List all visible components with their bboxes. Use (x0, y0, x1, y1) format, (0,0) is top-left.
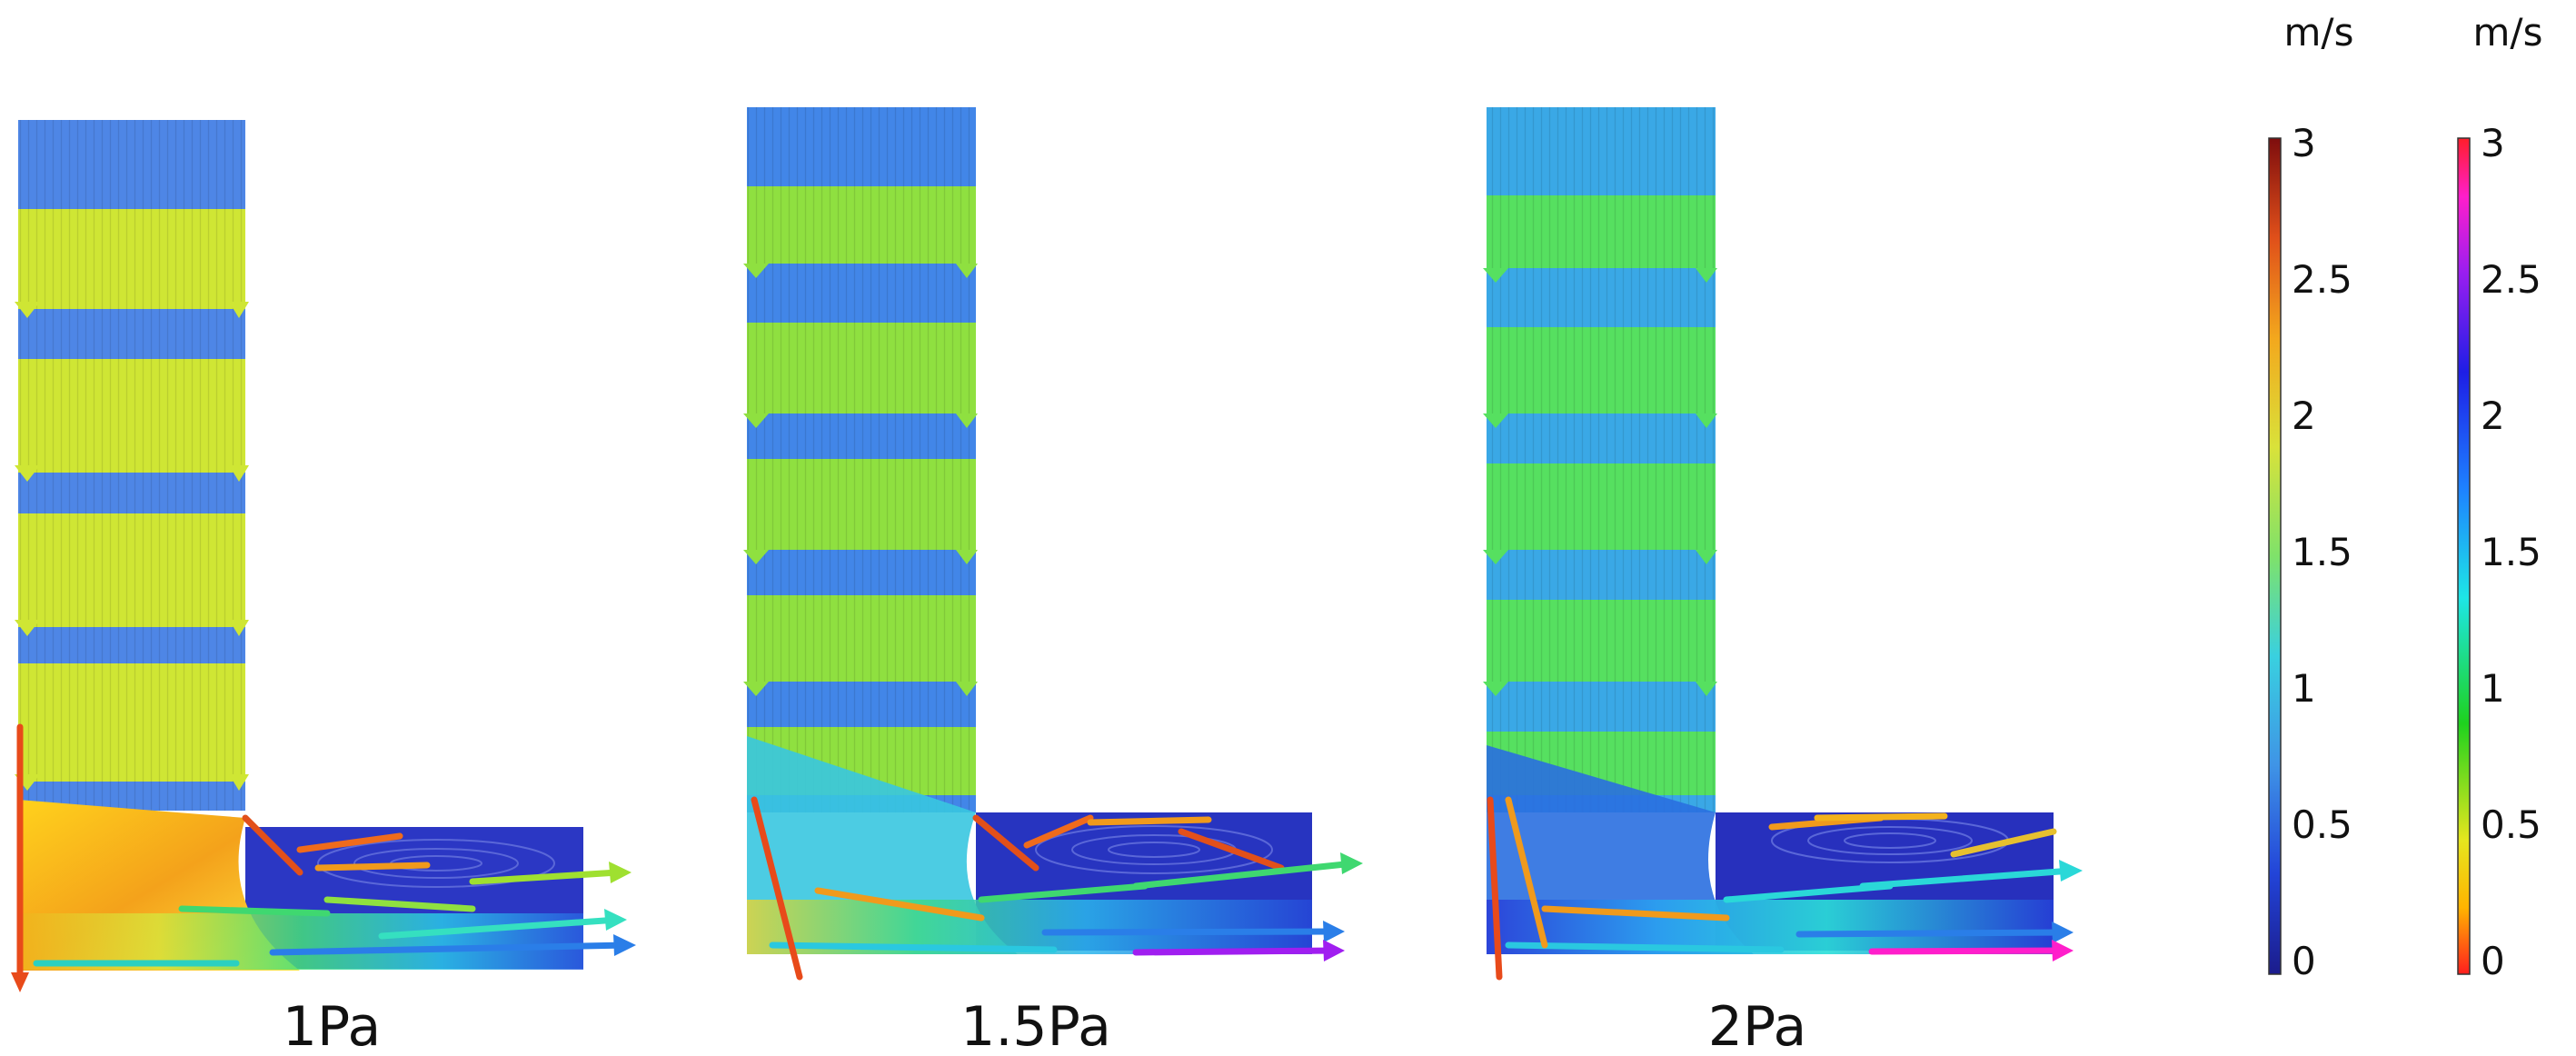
colorbar-tick: 0.5 (2481, 802, 2541, 847)
colorbar-jet: m/s 3 2.5 2 1.5 1 0.5 0 (2268, 10, 2354, 983)
panel-label-1-5pa: 1.5Pa (960, 995, 1111, 1056)
arrowhead-row (743, 264, 978, 696)
colorbar-tick: 2 (2292, 394, 2316, 438)
flow-arrows (1487, 796, 2075, 981)
colorbar-tick: 3 (2481, 121, 2505, 165)
flow-arrows (751, 796, 1358, 981)
arrow-field-texture (747, 107, 976, 812)
colorbar-tick: 3 (2292, 121, 2316, 165)
colorbar-gradient (2457, 137, 2471, 975)
panel-1-5pa (743, 107, 1363, 981)
colorbar-tick: 0 (2481, 939, 2505, 983)
colorbar-tick: 1.5 (2481, 530, 2541, 574)
colorbar-tick: 2.5 (2481, 257, 2541, 302)
colorbar-tick: 2 (2481, 394, 2505, 438)
arrow-field-texture (1487, 107, 1716, 812)
panel-1pa (11, 120, 636, 992)
colorbar-unit: m/s (2473, 10, 2543, 55)
colorbar-tick: 1 (2292, 666, 2316, 711)
flow-arrows (16, 723, 631, 985)
panel-label-2pa: 2Pa (1708, 995, 1806, 1056)
colorbar-gradient (2268, 137, 2282, 975)
colorbar-tick: 1.5 (2292, 530, 2352, 574)
arrow-field-texture (18, 120, 245, 811)
colorbar-tick: 0 (2292, 939, 2316, 983)
colorbar-unit: m/s (2284, 10, 2354, 55)
flow-arrowheads (1323, 852, 1363, 961)
colorbar-rainbow: m/s 3 2.5 2 1.5 1 0.5 0 (2457, 10, 2543, 983)
arrowhead-row (1483, 268, 1717, 696)
flow-arrowheads (11, 862, 636, 992)
panel-label-1pa: 1Pa (283, 995, 381, 1056)
colorbar-tick: 1 (2481, 666, 2505, 711)
flow-arrowheads (2052, 860, 2083, 961)
colorbar-tick: 2.5 (2292, 257, 2352, 302)
colorbar-tick: 0.5 (2292, 802, 2352, 847)
panel-2pa (1483, 107, 2083, 981)
